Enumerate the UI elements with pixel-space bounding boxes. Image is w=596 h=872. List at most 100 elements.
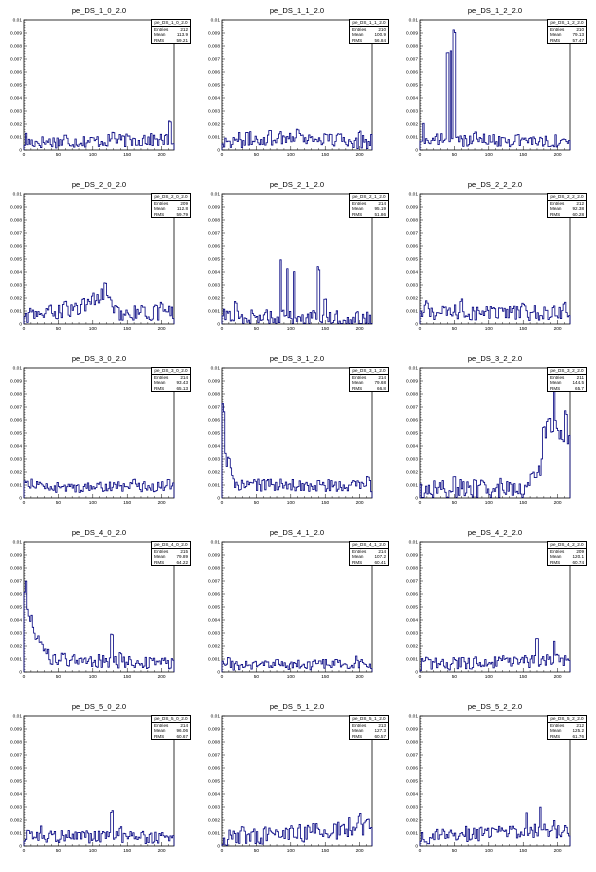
- stats-entries-label: Entries: [154, 548, 169, 554]
- y-tick-label: 0.01: [409, 366, 419, 372]
- y-tick-label: 0.01: [211, 18, 221, 24]
- stats-entries-row: Entries 210: [548, 27, 586, 33]
- stats-entries-value: 212: [576, 722, 584, 728]
- stats-mean-row: Mean 107.2: [350, 554, 388, 560]
- y-tick-label: 0.006: [208, 244, 220, 250]
- stats-mean-label: Mean: [154, 554, 166, 560]
- y-tick-label: 0.006: [208, 70, 220, 76]
- stats-entries-value: 213: [378, 722, 386, 728]
- stats-entries-label: Entries: [550, 26, 565, 32]
- histogram-title: pe_DS_2_2_2.0: [467, 180, 523, 189]
- stats-entries-value: 214: [378, 374, 386, 380]
- histogram-title: pe_DS_4_1_2.0: [269, 528, 325, 537]
- x-tick-label: 50: [452, 848, 458, 854]
- x-tick-label: 200: [356, 848, 364, 854]
- stats-rms-value: 66.8: [377, 385, 386, 391]
- y-tick-label: 0.006: [10, 766, 22, 772]
- stats-mean-value: 92.38: [572, 206, 585, 212]
- stats-entries-label: Entries: [154, 722, 169, 728]
- stats-name: pe_DS_4_0_2.0: [152, 542, 190, 549]
- stats-entries-label: Entries: [352, 26, 367, 32]
- y-tick-label: 0.002: [406, 644, 418, 650]
- y-tick-label: 0.006: [406, 70, 418, 76]
- y-tick-label: 0.005: [208, 779, 220, 785]
- stats-rms-value: 60.67: [176, 733, 189, 739]
- stats-rms-value: 60.41: [374, 559, 387, 565]
- y-tick-label: 0.006: [406, 244, 418, 250]
- y-tick-label: 0: [217, 496, 220, 502]
- x-tick-label: 0: [23, 500, 26, 506]
- stats-rms-value: 65.13: [176, 385, 189, 391]
- stats-rms-row: RMS 56.84: [350, 38, 388, 44]
- stats-entries-row: Entries 209: [548, 549, 586, 555]
- x-tick-label: 150: [123, 500, 131, 506]
- x-tick-label: 150: [321, 500, 329, 506]
- x-tick-label: 50: [56, 674, 62, 680]
- histogram-title: pe_DS_1_0_2.0: [71, 6, 127, 15]
- histogram-title: pe_DS_3_2_2.0: [467, 354, 523, 363]
- stats-box: pe_DS_2_1_2.0 Entries 214 Mean 95.19 RMS 51.86: [349, 193, 389, 219]
- y-tick-label: 0: [217, 322, 220, 328]
- stats-mean-value: 79.68: [374, 380, 387, 386]
- stats-mean-value: 100.9: [374, 32, 387, 38]
- y-tick-label: 0.001: [10, 657, 22, 663]
- x-tick-label: 50: [254, 326, 260, 332]
- y-tick-label: 0.009: [10, 205, 22, 211]
- stats-mean-row: Mean 125.2: [548, 728, 586, 734]
- stats-mean-label: Mean: [352, 380, 364, 386]
- y-tick-label: 0.003: [406, 805, 418, 811]
- x-tick-label: 50: [254, 152, 260, 158]
- stats-box: pe_DS_5_2_2.0 Entries 212 Mean 125.2 RMS 61.76: [547, 715, 587, 741]
- y-tick-label: 0.002: [208, 644, 220, 650]
- stats-mean-value: 107.2: [374, 554, 387, 560]
- y-tick-label: 0.004: [208, 270, 220, 276]
- x-tick-label: 0: [419, 674, 422, 680]
- y-tick-label: 0.008: [208, 740, 220, 746]
- histogram-plot: 0 0.001 0.002 0.003 0.004 0.005 0.006 0.007 0.00…: [406, 192, 571, 332]
- x-tick-label: 50: [452, 152, 458, 158]
- stats-mean-value: 125.2: [572, 728, 585, 734]
- histogram-title: pe_DS_5_1_2.0: [269, 702, 325, 711]
- y-tick-label: 0.001: [406, 483, 418, 489]
- stats-entries-value: 215: [180, 548, 188, 554]
- stats-mean-label: Mean: [154, 380, 166, 386]
- histogram-panel: 0 0.001 0.002 0.003 0.004 0.005 0.006 0.007 0.00…: [198, 0, 396, 174]
- stats-rms-row: RMS 66.8: [350, 386, 388, 392]
- stats-entries-label: Entries: [352, 722, 367, 728]
- y-tick-label: 0.001: [208, 135, 220, 141]
- y-tick-label: 0.005: [10, 605, 22, 611]
- stats-entries-row: Entries 212: [152, 27, 190, 33]
- histogram-panel: 0 0.001 0.002 0.003 0.004 0.005 0.006 0.007 0.00…: [396, 0, 594, 174]
- y-tick-label: 0.004: [208, 792, 220, 798]
- stats-rms-value: 57.47: [572, 37, 585, 43]
- x-tick-label: 0: [221, 152, 224, 158]
- stats-rms-value: 64.22: [176, 559, 189, 565]
- histogram-series-line: [221, 813, 373, 846]
- histogram-series-line: [23, 580, 175, 672]
- y-tick-label: 0.008: [10, 392, 22, 398]
- y-tick-label: 0.004: [10, 792, 22, 798]
- x-tick-label: 100: [485, 500, 493, 506]
- y-tick-label: 0.002: [208, 818, 220, 824]
- stats-rms-value: 65.7: [575, 385, 584, 391]
- stats-rms-label: RMS: [154, 559, 165, 565]
- x-tick-label: 0: [221, 326, 224, 332]
- x-tick-label: 0: [419, 848, 422, 854]
- y-tick-label: 0.005: [10, 83, 22, 89]
- y-tick-label: 0.009: [10, 553, 22, 559]
- stats-entries-value: 209: [576, 548, 584, 554]
- stats-entries-value: 210: [576, 26, 584, 32]
- y-tick-label: 0.003: [208, 283, 220, 289]
- y-tick-label: 0: [415, 496, 418, 502]
- x-tick-label: 50: [56, 326, 62, 332]
- stats-rms-label: RMS: [154, 385, 165, 391]
- stats-rms-value: 60.74: [572, 559, 585, 565]
- x-tick-label: 200: [158, 848, 166, 854]
- stats-mean-row: Mean 120.1: [548, 554, 586, 560]
- x-tick-label: 0: [221, 848, 224, 854]
- stats-rms-label: RMS: [550, 733, 561, 739]
- y-tick-label: 0.008: [10, 566, 22, 572]
- y-tick-label: 0.008: [10, 740, 22, 746]
- y-tick-label: 0: [415, 148, 418, 154]
- stats-box: pe_DS_4_0_2.0 Entries 215 Mean 79.89 RMS 64.22: [151, 541, 191, 567]
